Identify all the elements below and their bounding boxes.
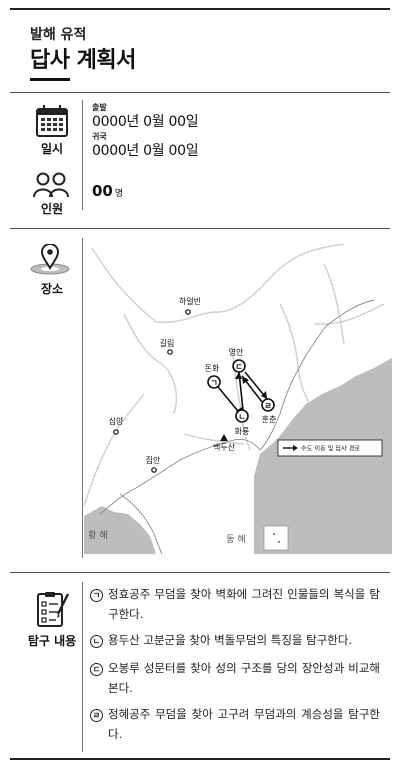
- city-label: 훈춘: [262, 414, 277, 424]
- city-label: 하얼빈: [179, 296, 201, 306]
- inquiry-marker: ㄱ: [90, 589, 103, 602]
- inquiry-text: 정효공주 무덤을 찾아 벽화에 그려진 인물들의 복식을 탐구한다.: [108, 587, 380, 621]
- svg-text:ㄹ: ㄹ: [264, 402, 271, 411]
- yellow-sea: [84, 506, 156, 554]
- vertical-divider: [82, 582, 83, 752]
- bottom-rule: [10, 758, 390, 760]
- calendar-icon: [36, 105, 68, 137]
- checklist-icon: [37, 592, 70, 627]
- legend-text: 수도 이동 및 답사 경로: [301, 445, 360, 453]
- city-label: 심양: [109, 416, 124, 426]
- inquiry-item: ㄴ 용두산 고분군을 찾아 벽돌무덤의 특징을 탐구한다.: [90, 630, 380, 650]
- city-label: 백두산: [213, 442, 236, 452]
- page-title: 답사 계획서: [30, 48, 136, 73]
- inquiry-label: 탐구 내용: [27, 634, 77, 648]
- vertical-divider: [82, 238, 83, 558]
- city-label: 집안: [146, 455, 161, 465]
- schedule-label: 일시: [40, 142, 64, 156]
- sea-label: 황 해: [88, 530, 107, 541]
- mountain-icon: [220, 434, 228, 441]
- route-marker-3: ㄷ: [232, 359, 246, 373]
- inquiry-text: 오봉루 성문터를 찾아 성의 구조를 당의 장안성과 비교해 본다.: [108, 661, 380, 695]
- people-count-value: 00: [92, 182, 113, 200]
- depart-date: 0000년 0월 00일: [92, 114, 199, 130]
- top-rule: [10, 8, 390, 10]
- inquiry-marker: ㄷ: [90, 663, 103, 676]
- city-label: 영안: [229, 347, 244, 357]
- people-icon: [33, 172, 69, 198]
- map-legend: 수도 이동 및 답사 경로: [277, 439, 383, 457]
- svg-text:ㄴ: ㄴ: [238, 413, 245, 422]
- svg-text:ㄱ: ㄱ: [210, 379, 217, 388]
- people-unit: 명: [114, 189, 124, 199]
- inquiry-item: ㄹ 정혜공주 무덤을 찾아 고구려 무덤과의 계승성을 탐구한다.: [90, 704, 380, 744]
- city-label: 화룡: [235, 427, 250, 436]
- city-label: 길림: [160, 338, 175, 348]
- city-label: 돈화: [205, 364, 220, 373]
- people-label: 인원: [40, 202, 64, 216]
- svg-text:ㄷ: ㄷ: [235, 363, 242, 372]
- sea-label: 동 해: [226, 534, 245, 545]
- inset-box: [263, 525, 289, 551]
- title-underline: [30, 78, 70, 81]
- inquiry-text: 정혜공주 무덤을 찾아 고구려 무덤과의 계승성을 탐구한다.: [108, 707, 380, 741]
- return-date: 0000년 0월 00일: [92, 143, 199, 159]
- route-marker-2: ㄴ: [235, 409, 249, 423]
- return-label: 귀국: [92, 132, 107, 141]
- inquiry-item: ㄱ 정효공주 무덤을 찾아 벽화에 그려진 인물들의 복식을 탐구한다.: [90, 584, 380, 624]
- inquiry-text: 용두산 고분군을 찾아 벽돌무덤의 특징을 탐구한다.: [108, 633, 353, 647]
- inquiry-item: ㄷ 오봉루 성문터를 찾아 성의 구조를 당의 장안성과 비교해 본다.: [90, 658, 380, 698]
- section-divider: [10, 572, 390, 573]
- inquiry-marker: ㄴ: [90, 635, 103, 648]
- section-divider: [10, 92, 390, 93]
- inquiry-marker: ㄹ: [90, 709, 103, 722]
- vertical-divider: [82, 100, 83, 210]
- route-map: ㄱ ㄴ ㄷ ㄹ 하얼빈 길림 돈화 영안 훈춘 화룡 심양 집안 백두산 황 해…: [84, 244, 392, 554]
- route-marker-4: ㄹ: [261, 398, 275, 412]
- header-eyebrow: 발해 유적: [30, 27, 87, 43]
- people-count: 00 명: [92, 182, 123, 200]
- depart-label: 출발: [92, 103, 107, 112]
- route-marker-1: ㄱ: [207, 375, 221, 389]
- section-divider: [10, 228, 390, 229]
- location-pin-icon: [30, 244, 70, 275]
- place-label: 장소: [40, 282, 64, 296]
